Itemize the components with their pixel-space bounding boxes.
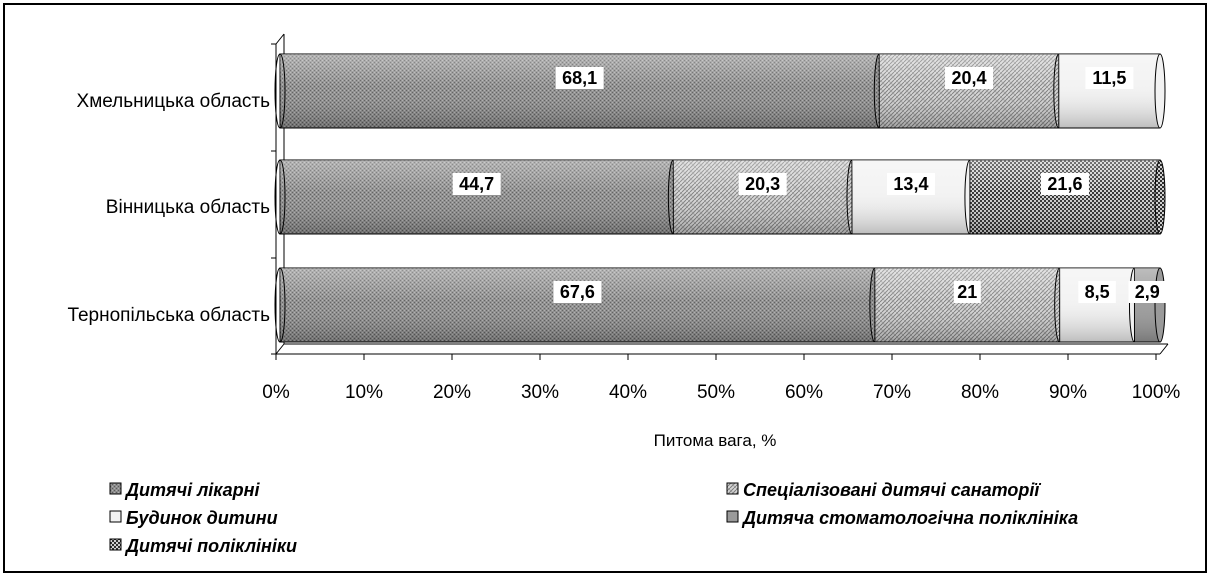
bar-shading (280, 268, 875, 342)
category-label: Тернопільська область (67, 305, 270, 326)
data-label: 21 (957, 282, 977, 302)
data-label: 67,6 (560, 282, 595, 302)
category-label: Хмельницька область (77, 91, 271, 112)
x-axis-title: Питома вага, % (654, 431, 777, 450)
data-label-bg (553, 281, 602, 303)
legend-swatch-дитячі-лікарні (109, 482, 122, 495)
bar-left-cap (274, 53, 286, 129)
bar-shading (879, 54, 1059, 128)
data-labels-group: 68,1 20,4 11,5 44,7 20,3 13,4 21,6 67,6 21 8,5 2,9 (452, 67, 1166, 303)
data-label-bg (945, 67, 994, 89)
x-tick-labels: 0% 10% 20% 30% 40% 50% 60% 70% 80% 90% 100% (262, 382, 1180, 403)
bar-left-cap (274, 267, 286, 343)
data-label-bg (1128, 281, 1166, 303)
x-tick-label: 30% (521, 382, 559, 403)
x-tick-label: 60% (785, 382, 823, 403)
data-label: 20,4 (952, 68, 987, 88)
x-tick-label: 0% (262, 382, 290, 403)
data-label-bg (953, 281, 981, 303)
x-tick-label: 70% (873, 382, 911, 403)
x-tick-label: 100% (1132, 382, 1181, 403)
data-label: 68,1 (562, 68, 597, 88)
data-label-bg (1078, 281, 1116, 303)
bar-shading (852, 160, 970, 234)
x-tick-label: 50% (697, 382, 735, 403)
legend-label: Спеціалізовані дитячі санаторії (743, 480, 1041, 500)
data-label: 20,3 (745, 174, 780, 194)
y-axis-top-edge (275, 33, 285, 45)
x-tick-label: 40% (609, 382, 647, 403)
data-label-bg (738, 173, 787, 195)
legend-swatch-дитяча-стоматологічна-поліклініка (726, 510, 739, 523)
bar-cap (1154, 53, 1166, 129)
legend-label: Будинок дитини (126, 508, 278, 528)
bar-shading (1058, 54, 1160, 128)
legend-swatch-дитячі-поліклініки (109, 538, 122, 551)
bars-group (274, 53, 1166, 343)
x-tick-label: 90% (1049, 382, 1087, 403)
data-label: 8,5 (1085, 282, 1110, 302)
data-label: 11,5 (1092, 68, 1126, 88)
data-label-bg (452, 173, 501, 195)
data-label-bg (555, 67, 604, 89)
x-tick-marks (275, 354, 1157, 360)
x-tick-label: 20% (433, 382, 471, 403)
bar-shading (673, 160, 852, 234)
data-label: 21,6 (1047, 174, 1082, 194)
data-label: 13,4 (893, 174, 928, 194)
category-label: Вінницька область (106, 197, 270, 218)
floor-right-edge (1159, 343, 1169, 355)
data-label: 44,7 (459, 174, 494, 194)
legend-swatch-спеціалізовані-дитячі-санаторії (726, 482, 739, 495)
y-tick-marks (271, 43, 276, 355)
data-label: 2,9 (1135, 282, 1160, 302)
bar-shading (874, 268, 1060, 342)
x-tick-label: 10% (345, 382, 383, 403)
floor-left-edge (275, 343, 285, 355)
legend-label: Дитячі поліклініки (124, 536, 297, 556)
category-labels: Хмельницька область Вінницька область Терн… (67, 91, 270, 326)
data-label-bg (1040, 173, 1089, 195)
data-label-bg (1085, 67, 1134, 89)
bar-left-cap (274, 159, 286, 235)
x-tick-label: 80% (961, 382, 999, 403)
bar-cap (1154, 159, 1166, 235)
bar-shading (1059, 268, 1135, 342)
bar-shading (969, 160, 1160, 234)
bar-shading (280, 54, 880, 128)
legend-swatch-будинок-дитини (109, 510, 122, 523)
legend: Дитячі лікарні Спеціалізовані дитячі сана… (109, 480, 1078, 556)
legend-label: Дитячі лікарні (124, 480, 261, 500)
bar-shading (280, 160, 674, 234)
bar-cap (1154, 267, 1166, 343)
legend-label: Дитяча стоматологічна поліклініка (741, 508, 1078, 528)
data-label-bg (886, 173, 935, 195)
